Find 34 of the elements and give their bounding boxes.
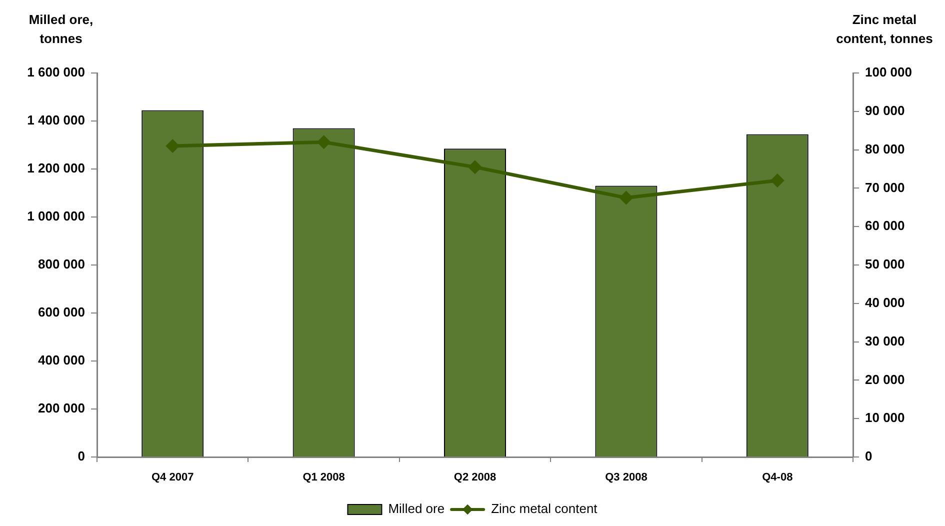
x-tick-label: Q3 2008 xyxy=(605,472,648,484)
y-axis-title: Milled ore, tonnes xyxy=(28,11,94,48)
legend-label: Zinc metal content xyxy=(491,501,598,516)
y-tick-label: 1 000 000 xyxy=(27,208,85,224)
y2-tick-label: 40 000 xyxy=(865,294,905,310)
y-tick-label: 1 200 000 xyxy=(27,160,85,176)
y2-axis-title: Zinc metal content, tonnes xyxy=(835,11,934,48)
y-tick-label: 400 000 xyxy=(38,352,85,368)
point xyxy=(316,135,331,150)
y-tick-label: 1 400 000 xyxy=(27,112,85,128)
y2-tick-label: 90 000 xyxy=(865,102,905,118)
point xyxy=(770,174,784,188)
point xyxy=(468,160,482,174)
y-tick-label: 0 xyxy=(78,448,85,464)
y-tick-label: 600 000 xyxy=(38,304,85,320)
y2-tick-label: 70 000 xyxy=(865,180,905,195)
y2-tick-label: 10 000 xyxy=(865,410,905,426)
y2-tick-label: 100 000 xyxy=(865,64,912,80)
x-tick-label: Q1 2008 xyxy=(302,472,345,484)
point xyxy=(166,138,180,153)
y2-tick-label: 80 000 xyxy=(865,141,905,156)
y2-tick-label: 50 000 xyxy=(865,256,905,272)
y-tick-label: 800 000 xyxy=(38,256,85,272)
point xyxy=(619,190,634,205)
y2-tick-label: 60 000 xyxy=(865,218,905,234)
y-tick-label: 1 600 000 xyxy=(27,64,85,80)
y-tick-label: 200 000 xyxy=(38,400,85,416)
x-tick-label: Q4 2007 xyxy=(152,472,194,484)
x-tick-label: Q2 2008 xyxy=(454,472,496,484)
y2-tick-label: 0 xyxy=(865,448,872,464)
y2-tick-label: 20 000 xyxy=(865,372,905,387)
legend-label: Milled ore xyxy=(388,501,445,516)
y2-tick-label: 30 000 xyxy=(865,333,905,348)
x-tick-label: Q4-08 xyxy=(762,472,793,484)
